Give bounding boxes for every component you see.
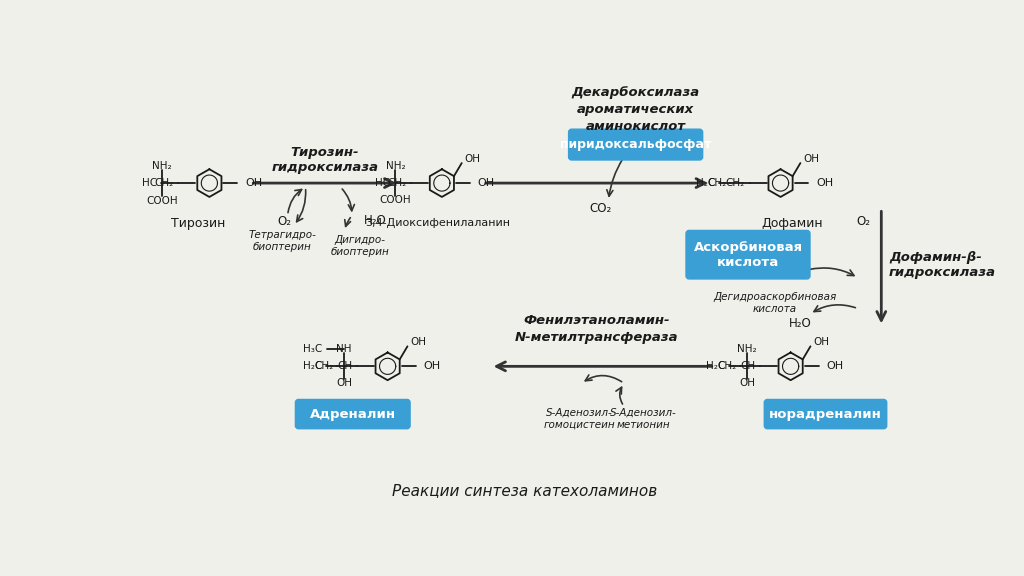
- Text: CH₂: CH₂: [726, 178, 744, 188]
- Text: NH: NH: [337, 344, 352, 354]
- Text: CH₂: CH₂: [155, 178, 174, 188]
- FancyBboxPatch shape: [295, 399, 410, 429]
- Text: CH: CH: [338, 361, 352, 372]
- Text: H₂C: H₂C: [303, 361, 323, 372]
- Text: CH₂: CH₂: [717, 361, 736, 372]
- Text: COOH: COOH: [380, 195, 412, 205]
- Text: Дегидроаскорбиновая
кислота: Дегидроаскорбиновая кислота: [714, 293, 837, 314]
- Text: N-метилтрансфераза: N-метилтрансфераза: [515, 331, 679, 343]
- Text: HC: HC: [141, 178, 157, 188]
- Text: OH: OH: [826, 361, 844, 372]
- Text: Аскорбиновая
кислота: Аскорбиновая кислота: [693, 241, 803, 268]
- Text: OH: OH: [813, 338, 829, 347]
- Text: Тирозин: Тирозин: [171, 217, 225, 230]
- Text: OH: OH: [336, 378, 352, 388]
- Text: 3,4-Диоксифенилаланин: 3,4-Диоксифенилаланин: [366, 218, 511, 228]
- Text: OH: OH: [739, 378, 756, 388]
- Text: CH₂: CH₂: [314, 361, 334, 372]
- FancyBboxPatch shape: [686, 230, 810, 279]
- Text: CH₂: CH₂: [387, 178, 407, 188]
- Text: CH₂: CH₂: [707, 178, 726, 188]
- Text: H₂C: H₂C: [696, 178, 716, 188]
- Text: COOH: COOH: [146, 196, 178, 206]
- FancyBboxPatch shape: [764, 399, 887, 429]
- Text: O₂: O₂: [278, 215, 292, 228]
- Text: Реакции синтеза катехоламинов: Реакции синтеза катехоламинов: [392, 484, 657, 499]
- Text: OH: OH: [477, 178, 495, 188]
- Text: аминокислот: аминокислот: [586, 120, 686, 132]
- Text: Фенилэтаноламин-: Фенилэтаноламин-: [523, 314, 670, 327]
- Text: CH: CH: [740, 361, 756, 372]
- Text: OH: OH: [804, 154, 819, 164]
- Text: HC: HC: [375, 178, 390, 188]
- Text: норадреналин: норадреналин: [769, 408, 882, 420]
- Text: CO₂: CO₂: [590, 202, 612, 215]
- Text: OH: OH: [465, 154, 481, 164]
- Text: Тирозин-
гидроксилаза: Тирозин- гидроксилаза: [271, 146, 379, 174]
- FancyBboxPatch shape: [568, 129, 702, 160]
- Text: H₃C: H₃C: [303, 344, 323, 354]
- Text: H₂C: H₂C: [707, 361, 726, 372]
- Text: S-Аденозил-
метионин: S-Аденозил- метионин: [610, 408, 677, 430]
- Text: Дофамин-β-
гидроксилаза: Дофамин-β- гидроксилаза: [889, 251, 996, 279]
- Text: OH: OH: [423, 361, 440, 372]
- Text: Адреналин: Адреналин: [309, 408, 396, 420]
- Text: Тетрагидро-
биоптерин: Тетрагидро- биоптерин: [248, 230, 316, 252]
- Text: Дигидро-
биоптерин: Дигидро- биоптерин: [331, 236, 389, 257]
- Text: OH: OH: [411, 338, 427, 347]
- Text: ароматических: ароматических: [578, 103, 694, 116]
- Text: NH₂: NH₂: [737, 344, 757, 354]
- Text: OH: OH: [816, 178, 834, 188]
- Text: Дофамин: Дофамин: [762, 217, 823, 230]
- Text: NH₂: NH₂: [153, 161, 172, 171]
- Text: S-Аденозил-
гомоцистеин: S-Аденозил- гомоцистеин: [544, 408, 614, 430]
- Text: H₂O: H₂O: [790, 317, 812, 329]
- Text: OH: OH: [245, 178, 262, 188]
- Text: NH₂: NH₂: [386, 161, 406, 171]
- Text: Декарбоксилаза: Декарбоксилаза: [571, 86, 699, 98]
- Text: пиридоксальфосфат: пиридоксальфосфат: [560, 138, 712, 151]
- Text: H₂O: H₂O: [364, 214, 386, 226]
- Text: O₂: O₂: [856, 215, 870, 228]
